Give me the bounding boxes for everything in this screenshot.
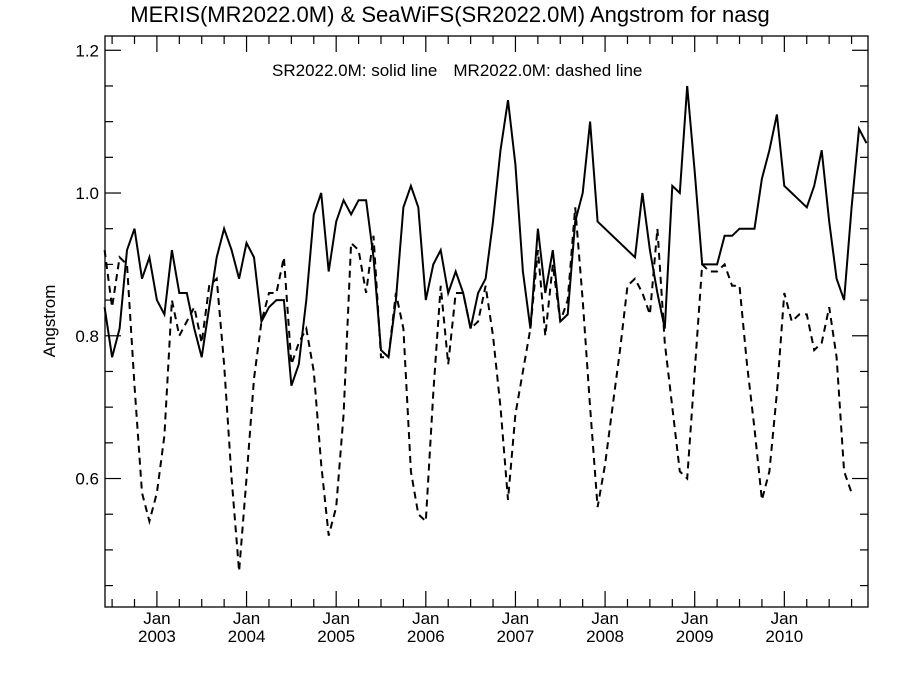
x-tick-label-month: Jan (771, 609, 798, 628)
x-tick-label-month: Jan (502, 609, 529, 628)
axis-ticks: 0.60.81.01.2Jan2003Jan2004Jan2005Jan2006… (75, 36, 868, 646)
x-tick-label-year: 2009 (676, 627, 714, 646)
y-tick-label: 0.6 (75, 470, 99, 489)
x-tick-label-year: 2007 (497, 627, 535, 646)
x-tick-label-year: 2006 (407, 627, 445, 646)
legend: SR2022.0M: solid line MR2022.0M: dashed l… (272, 61, 658, 81)
x-tick-label-year: 2003 (138, 627, 176, 646)
x-tick-label-month: Jan (591, 609, 618, 628)
x-tick-label-year: 2004 (228, 627, 266, 646)
y-axis-title: Angstrom (40, 285, 59, 358)
series-lines (103, 85, 868, 572)
y-tick-label: 1.2 (75, 41, 99, 60)
legend-entry-solid: SR2022.0M: solid line (272, 61, 438, 80)
y-tick-label: 0.8 (75, 327, 99, 346)
chart-title: MERIS(MR2022.0M) & SeaWiFS(SR2022.0M) An… (130, 2, 770, 27)
x-tick-label-year: 2010 (765, 627, 803, 646)
plot-frame (104, 35, 869, 608)
x-tick-label-month: Jan (412, 609, 439, 628)
series-line-sr2022-0m (103, 85, 868, 387)
x-tick-label-month: Jan (143, 609, 170, 628)
x-tick-label-year: 2008 (586, 627, 624, 646)
x-tick-label-month: Jan (233, 609, 260, 628)
x-tick-label-year: 2005 (317, 627, 355, 646)
x-tick-label-month: Jan (681, 609, 708, 628)
y-tick-label: 1.0 (75, 184, 99, 203)
series-line-mr2022-0m (103, 207, 853, 572)
legend-entry-dashed: MR2022.0M: dashed line (453, 61, 643, 80)
x-tick-label-month: Jan (322, 609, 349, 628)
